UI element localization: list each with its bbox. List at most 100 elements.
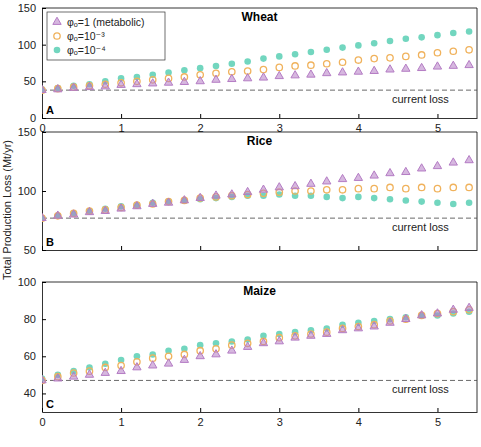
data-point [243, 342, 251, 349]
data-point [164, 359, 172, 366]
data-point [450, 201, 457, 208]
data-point [275, 337, 283, 344]
data-point [101, 368, 109, 375]
data-point [434, 200, 441, 207]
x-tick-mark [200, 114, 201, 118]
data-point [371, 185, 377, 191]
data-point [180, 196, 188, 203]
x-tick: 5 [435, 408, 441, 428]
data-point [165, 198, 171, 204]
reference-line [42, 380, 477, 381]
series [42, 156, 473, 221]
y-tick-label: 100 [18, 185, 36, 197]
x-tick-mark [200, 246, 201, 250]
data-point [69, 210, 77, 217]
frame-top [42, 8, 477, 9]
data-point [308, 49, 315, 56]
data-point [42, 213, 46, 220]
data-point [450, 30, 457, 37]
data-point [55, 85, 61, 91]
x-tick [437, 246, 438, 250]
data-point [260, 55, 267, 62]
x-tick [121, 246, 122, 250]
data-point [180, 355, 188, 362]
data-point [465, 303, 473, 310]
data-point [387, 38, 394, 45]
data-point [307, 179, 315, 186]
data-point [386, 65, 394, 72]
data-point [403, 36, 410, 43]
data-point [402, 167, 410, 174]
data-point [291, 333, 299, 340]
x-tick [358, 246, 359, 250]
y-tick-mark [42, 118, 46, 119]
chart-title: Rice [247, 134, 273, 148]
data-point [434, 32, 441, 39]
data-point [196, 351, 204, 358]
data-point [417, 311, 425, 318]
data-point [323, 177, 331, 184]
data-point [339, 44, 346, 51]
y-tick: 0 [30, 112, 46, 124]
legend-label: φₒ=10⁻⁴ [67, 44, 106, 56]
data-point [339, 195, 346, 202]
x-tick: 1 [119, 114, 125, 134]
data-point [228, 346, 236, 353]
data-point [371, 55, 377, 61]
data-point [466, 184, 472, 190]
data-point [370, 322, 378, 329]
y-axis: 50100150 [18, 126, 46, 256]
data-point [418, 184, 424, 190]
data-point [387, 55, 393, 61]
data-point [180, 77, 188, 84]
plot-area [42, 303, 477, 383]
x-tick: 3 [277, 114, 283, 134]
y-tick: 150 [18, 126, 46, 138]
data-point [134, 202, 140, 208]
data-point [354, 173, 362, 180]
x-axis [43, 246, 478, 251]
x-tick-label: 4 [356, 416, 362, 428]
data-point [149, 79, 157, 86]
data-point [181, 67, 188, 74]
x-tick-label: 3 [277, 416, 283, 428]
data-point [70, 210, 76, 216]
y-tick-label: 100 [18, 276, 36, 288]
data-point [86, 208, 92, 214]
data-point [403, 53, 409, 59]
data-point [212, 350, 220, 357]
plot-area [42, 156, 477, 222]
x-tick: 5 [435, 114, 441, 134]
data-point [101, 82, 109, 89]
data-point [69, 83, 77, 90]
y-tick-label: 60 [24, 350, 36, 362]
data-point [117, 366, 125, 373]
data-point [133, 202, 141, 209]
series [42, 303, 473, 383]
data-point [102, 207, 108, 213]
x-tick-label: 1 [119, 416, 125, 428]
data-point [54, 85, 62, 92]
y-tick: 100 [18, 39, 46, 51]
data-point [228, 190, 236, 197]
reference-line [42, 218, 477, 219]
data-point [324, 187, 330, 193]
data-point [355, 57, 361, 63]
y-axis-title: Total Production Loss (Mt/yr) [1, 140, 13, 280]
data-point [70, 84, 76, 90]
series [42, 184, 472, 221]
x-tick-mark [358, 408, 359, 412]
data-point [85, 207, 93, 214]
y-tick-mark [42, 45, 46, 46]
legend: φₒ=1 (metabolic)φₒ=10⁻³φₒ=10⁻⁴ [47, 12, 165, 60]
legend-marker [54, 47, 61, 54]
data-point [433, 309, 441, 316]
data-point [354, 67, 362, 74]
data-point [354, 324, 362, 331]
x-tick-label: 0 [39, 122, 45, 134]
x-tick: 4 [356, 408, 362, 428]
data-point [323, 68, 331, 75]
data-point [86, 208, 93, 215]
data-point [466, 47, 472, 53]
data-point [449, 61, 457, 68]
